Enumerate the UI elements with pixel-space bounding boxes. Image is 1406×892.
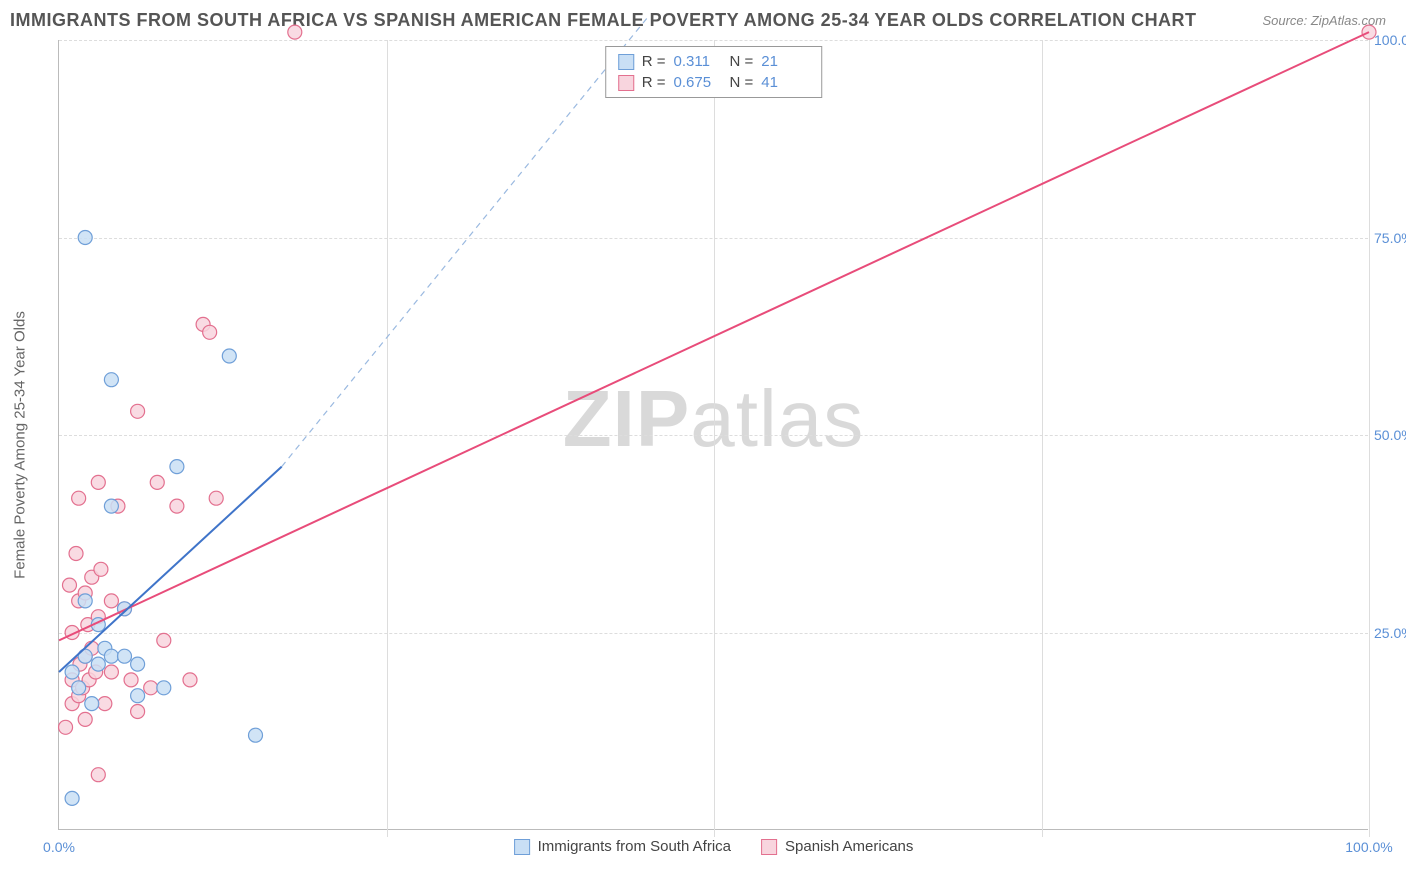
r-value-0: 0.311: [674, 53, 722, 70]
x-tick-label: 100.0%: [1345, 839, 1392, 855]
scatter-plot-svg: [59, 40, 1368, 829]
stats-legend-row-1: R = 0.675 N = 41: [618, 72, 810, 93]
y-tick-label: 25.0%: [1374, 625, 1406, 641]
bottom-legend-item-1: Spanish Americans: [761, 838, 913, 855]
legend-swatch-icon: [618, 75, 634, 91]
legend-swatch-icon: [761, 839, 777, 855]
n-value-1: 41: [761, 74, 809, 91]
chart-container: Female Poverty Among 25-34 Year Olds ZIP…: [48, 40, 1388, 850]
n-value-0: 21: [761, 53, 809, 70]
stats-legend-row-0: R = 0.311 N = 21: [618, 51, 810, 72]
n-label: N =: [730, 74, 754, 91]
r-value-1: 0.675: [674, 74, 722, 91]
stats-legend: R = 0.311 N = 21 R = 0.675 N = 41: [605, 46, 823, 98]
y-tick-label: 75.0%: [1374, 230, 1406, 246]
bottom-legend-label-0: Immigrants from South Africa: [538, 838, 731, 855]
n-label: N =: [730, 53, 754, 70]
bottom-legend-label-1: Spanish Americans: [785, 838, 913, 855]
r-label: R =: [642, 74, 666, 91]
r-label: R =: [642, 53, 666, 70]
y-tick-label: 50.0%: [1374, 427, 1406, 443]
bottom-legend: Immigrants from South Africa Spanish Ame…: [514, 838, 914, 855]
y-tick-label: 100.0%: [1374, 32, 1406, 48]
bottom-legend-item-0: Immigrants from South Africa: [514, 838, 731, 855]
plot-area: ZIPatlas R = 0.311 N = 21 R = 0.675 N = …: [58, 40, 1368, 830]
y-axis-label: Female Poverty Among 25-34 Year Olds: [12, 311, 29, 579]
chart-title: IMMIGRANTS FROM SOUTH AFRICA VS SPANISH …: [10, 10, 1197, 31]
legend-swatch-icon: [514, 839, 530, 855]
legend-swatch-icon: [618, 54, 634, 70]
x-tick-label: 0.0%: [43, 839, 75, 855]
